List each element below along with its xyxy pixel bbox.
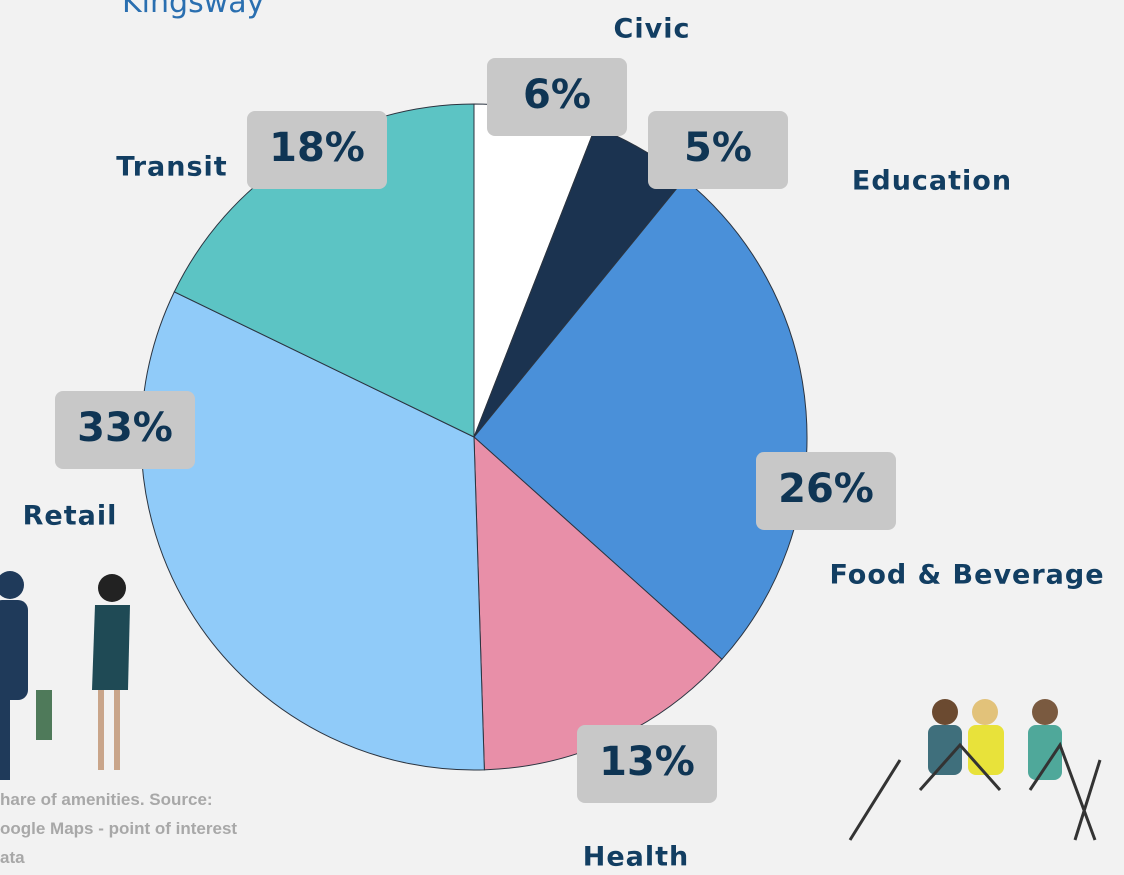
pie-slice bbox=[140, 291, 485, 771]
label-box bbox=[756, 452, 896, 530]
category-label: Education bbox=[852, 166, 1012, 197]
people-illustration bbox=[0, 571, 130, 780]
caption-line: hare of amenities. Source: bbox=[0, 790, 213, 809]
value-label: 26% bbox=[778, 466, 874, 512]
category-label: Health bbox=[583, 842, 690, 873]
pie-slice bbox=[473, 178, 808, 661]
category-label: Transit bbox=[116, 152, 227, 183]
cafe-illustration bbox=[848, 699, 1102, 841]
label-box bbox=[648, 111, 788, 189]
value-label: 33% bbox=[77, 405, 173, 451]
label-box bbox=[55, 391, 195, 469]
value-label: 5% bbox=[684, 125, 752, 171]
caption-line: oogle Maps - point of interest bbox=[0, 819, 237, 838]
value-label: 13% bbox=[599, 739, 695, 785]
label-box bbox=[577, 725, 717, 803]
category-label: Food & Beverage bbox=[829, 560, 1104, 591]
value-label: 6% bbox=[523, 72, 591, 118]
category-label: Retail bbox=[23, 501, 118, 532]
caption: hare of amenities. Source: oogle Maps - … bbox=[0, 790, 237, 867]
category-label: Civic bbox=[614, 14, 691, 45]
value-label: 18% bbox=[269, 125, 365, 171]
label-box bbox=[487, 58, 627, 136]
chart-title: Kingsway bbox=[122, 0, 264, 20]
label-box bbox=[247, 111, 387, 189]
caption-line: ata bbox=[0, 848, 25, 867]
